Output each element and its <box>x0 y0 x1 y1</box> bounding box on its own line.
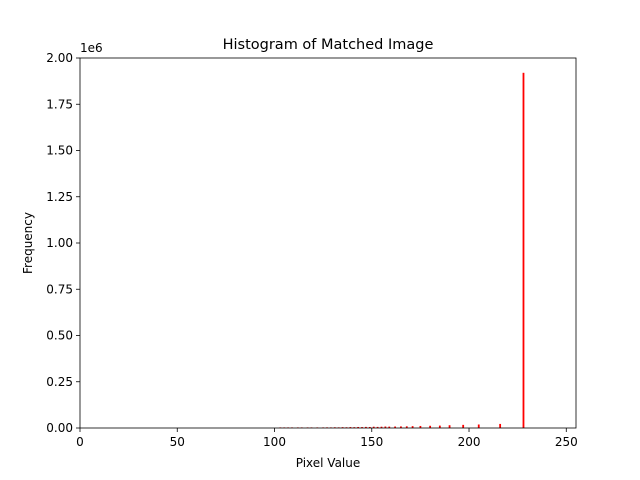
histogram-bar <box>429 425 432 428</box>
x-axis-ticks: 0 50 100 150 200 250 <box>76 428 578 449</box>
x-tick-label: 0 <box>76 435 84 449</box>
y-tick-label: 1.50 <box>46 144 73 158</box>
histogram-bar <box>357 426 360 428</box>
histogram-bar <box>349 427 352 428</box>
histogram-bar <box>388 426 391 428</box>
y-axis-ticks: 0.00 0.25 0.50 0.75 1.00 1.25 1.50 1.75 2.00 <box>46 51 80 435</box>
histogram-bar <box>394 426 397 428</box>
histogram-bar <box>462 424 465 428</box>
y-axis-label: Frequency <box>21 212 35 274</box>
histogram-bar <box>372 426 375 428</box>
histogram-bar <box>341 427 344 428</box>
histogram-bar <box>477 424 480 428</box>
histogram-bar <box>368 426 371 428</box>
histogram-bar <box>411 426 414 428</box>
histogram-bar <box>405 426 408 428</box>
histogram-bar <box>380 426 383 428</box>
y-tick-label: 0.50 <box>46 329 73 343</box>
x-tick-label: 150 <box>360 435 383 449</box>
x-axis-label: Pixel Value <box>296 456 361 470</box>
histogram-bar <box>353 427 356 428</box>
x-tick-label: 200 <box>458 435 481 449</box>
x-tick-label: 50 <box>170 435 185 449</box>
histogram-bar <box>499 423 502 428</box>
y-tick-label: 0.00 <box>46 421 73 435</box>
y-tick-label: 2.00 <box>46 51 73 65</box>
histogram-bar <box>419 425 422 428</box>
histogram-bar <box>438 425 441 428</box>
y-tick-label: 1.25 <box>46 190 73 204</box>
histogram-bar <box>400 426 402 428</box>
histogram-bar <box>365 426 367 428</box>
chart-title: Histogram of Matched Image <box>223 37 434 53</box>
histogram-bar <box>522 72 525 429</box>
histogram-bar <box>448 425 451 428</box>
histogram-bar <box>361 427 363 428</box>
x-tick-label: 100 <box>263 435 286 449</box>
y-tick-label: 0.75 <box>46 282 73 296</box>
y-offset-label: 1e6 <box>80 41 103 55</box>
histogram-bar <box>376 426 379 428</box>
x-tick-label: 250 <box>555 435 578 449</box>
y-tick-label: 0.25 <box>46 375 73 389</box>
histogram-bar <box>384 426 387 428</box>
y-tick-label: 1.00 <box>46 236 73 250</box>
y-tick-label: 1.75 <box>46 97 73 111</box>
